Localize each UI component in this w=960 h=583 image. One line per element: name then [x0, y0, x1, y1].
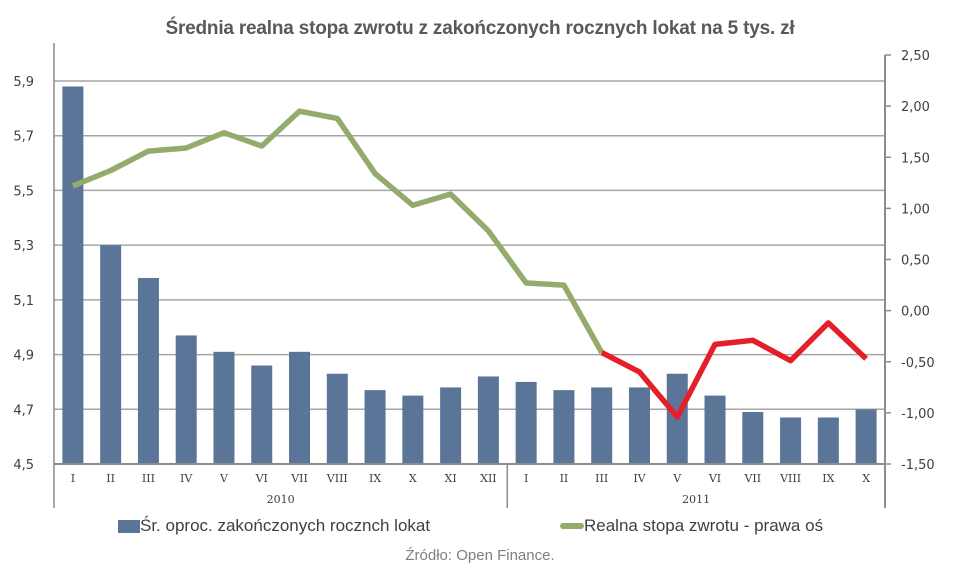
bar: [402, 395, 424, 464]
bar: [251, 365, 273, 464]
left-axis-tick: 4,7: [13, 403, 34, 418]
bar: [440, 387, 462, 464]
left-axis-tick: 5,5: [13, 184, 34, 199]
category-label: VI: [708, 472, 721, 485]
category-label: V: [672, 472, 682, 485]
left-axis-tick: 4,5: [13, 458, 34, 473]
bar: [289, 351, 311, 464]
source-note: Źródło: Open Finance.: [405, 547, 555, 564]
category-label: IV: [180, 472, 193, 485]
category-label: II: [106, 472, 115, 485]
category-label: V: [219, 472, 229, 485]
category-label: IV: [633, 472, 646, 485]
bar: [326, 373, 348, 464]
bar: [175, 335, 197, 464]
left-axis-tick: 5,3: [13, 239, 34, 254]
category-label: I: [524, 472, 528, 485]
right-axis-tick: 0,50: [901, 254, 930, 269]
line-series-positive: [71, 108, 605, 354]
legend-item-line: Realna stopa zwrotu - prawa oś: [560, 516, 823, 536]
line-series-negative: [600, 320, 868, 420]
right-axis-tick: -1,50: [901, 458, 935, 473]
category-label: XII: [480, 472, 497, 485]
category-label: IX: [369, 472, 381, 485]
bar: [855, 409, 877, 464]
category-label: IX: [822, 472, 834, 485]
bar: [477, 376, 499, 464]
category-label: III: [595, 472, 608, 485]
right-axis-tick: 2,50: [901, 49, 930, 64]
category-label: X: [409, 472, 417, 485]
legend-line-label: Realna stopa zwrotu - prawa oś: [584, 516, 824, 535]
bar: [742, 412, 764, 464]
right-axis-tick: -0,50: [901, 356, 935, 371]
bar: [364, 390, 386, 464]
right-axis-tick: 2,00: [901, 100, 930, 115]
bar: [817, 417, 839, 464]
category-label: III: [142, 472, 155, 485]
bar-swatch-icon: [118, 519, 140, 533]
bar: [591, 387, 613, 464]
bar: [780, 417, 802, 464]
year-label: 2011: [682, 493, 710, 506]
bar: [628, 387, 650, 464]
year-label: 2010: [267, 493, 295, 506]
left-axis-tick: 5,1: [13, 294, 34, 309]
left-axis-tick: 4,9: [13, 349, 34, 364]
bar: [515, 381, 537, 464]
bar: [553, 390, 575, 464]
category-label: VIII: [326, 472, 348, 485]
right-axis-tick: -1,00: [901, 407, 935, 422]
bar: [137, 277, 159, 464]
category-label: II: [560, 472, 569, 485]
right-axis-tick: 0,00: [901, 305, 930, 320]
bar: [704, 395, 726, 464]
chart-title: Średnia realna stopa zwrotu z zakończony…: [165, 18, 795, 39]
category-label: VI: [255, 472, 268, 485]
category-label: X: [862, 472, 870, 485]
category-label: VII: [290, 472, 308, 485]
bar: [100, 245, 122, 464]
category-label: I: [71, 472, 75, 485]
bar: [62, 86, 84, 464]
line-swatch-icon: [560, 523, 584, 529]
legend-bars-label: Śr. oproc. zakończonych rocznch lokat: [140, 516, 431, 535]
left-axis-tick: 5,9: [13, 75, 34, 90]
bar: [213, 351, 235, 464]
category-label: VIII: [779, 472, 801, 485]
right-axis-tick: 1,00: [901, 202, 930, 217]
left-axis-tick: 5,7: [13, 130, 34, 145]
right-axis-tick: 1,50: [901, 151, 930, 166]
category-label: XI: [445, 472, 457, 485]
legend-item-bars: Śr. oproc. zakończonych rocznch lokat: [118, 516, 430, 536]
category-label: VII: [743, 472, 761, 485]
